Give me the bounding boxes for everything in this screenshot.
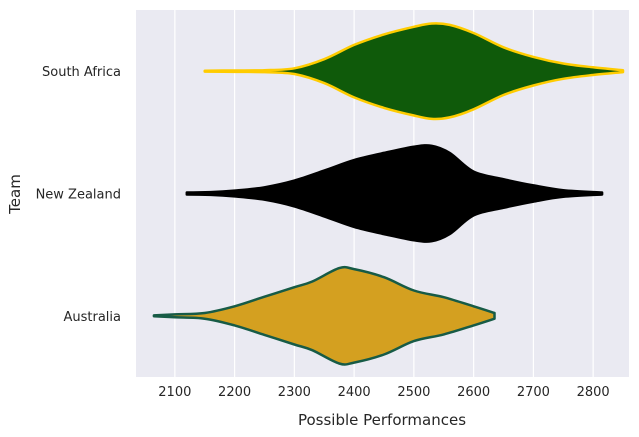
y-tick-label-australia: Australia [63,310,121,325]
x-tick-label-2700: 2700 [517,385,550,400]
y-tick-label-south-africa: South Africa [42,65,121,80]
x-tick-label-2500: 2500 [397,385,430,400]
violin-south-africa [203,22,625,121]
x-tick-label-2300: 2300 [278,385,311,400]
y-axis-label: Team [6,174,24,215]
y-tick-labels: South Africa New Zealand Australia [36,65,121,325]
y-tick-label-new-zealand: New Zealand [36,188,121,203]
x-tick-label-2800: 2800 [577,385,610,400]
x-tick-label-2100: 2100 [158,385,191,400]
x-tick-label-2600: 2600 [457,385,490,400]
violin-new-zealand [185,144,604,243]
violin-australia [152,265,496,366]
x-tick-labels: 2100 2200 2300 2400 2500 2600 2700 2800 [158,385,609,400]
x-axis-label: Possible Performances [298,411,466,429]
x-tick-label-2400: 2400 [338,385,371,400]
x-tick-label-2200: 2200 [218,385,251,400]
violins [152,22,625,366]
